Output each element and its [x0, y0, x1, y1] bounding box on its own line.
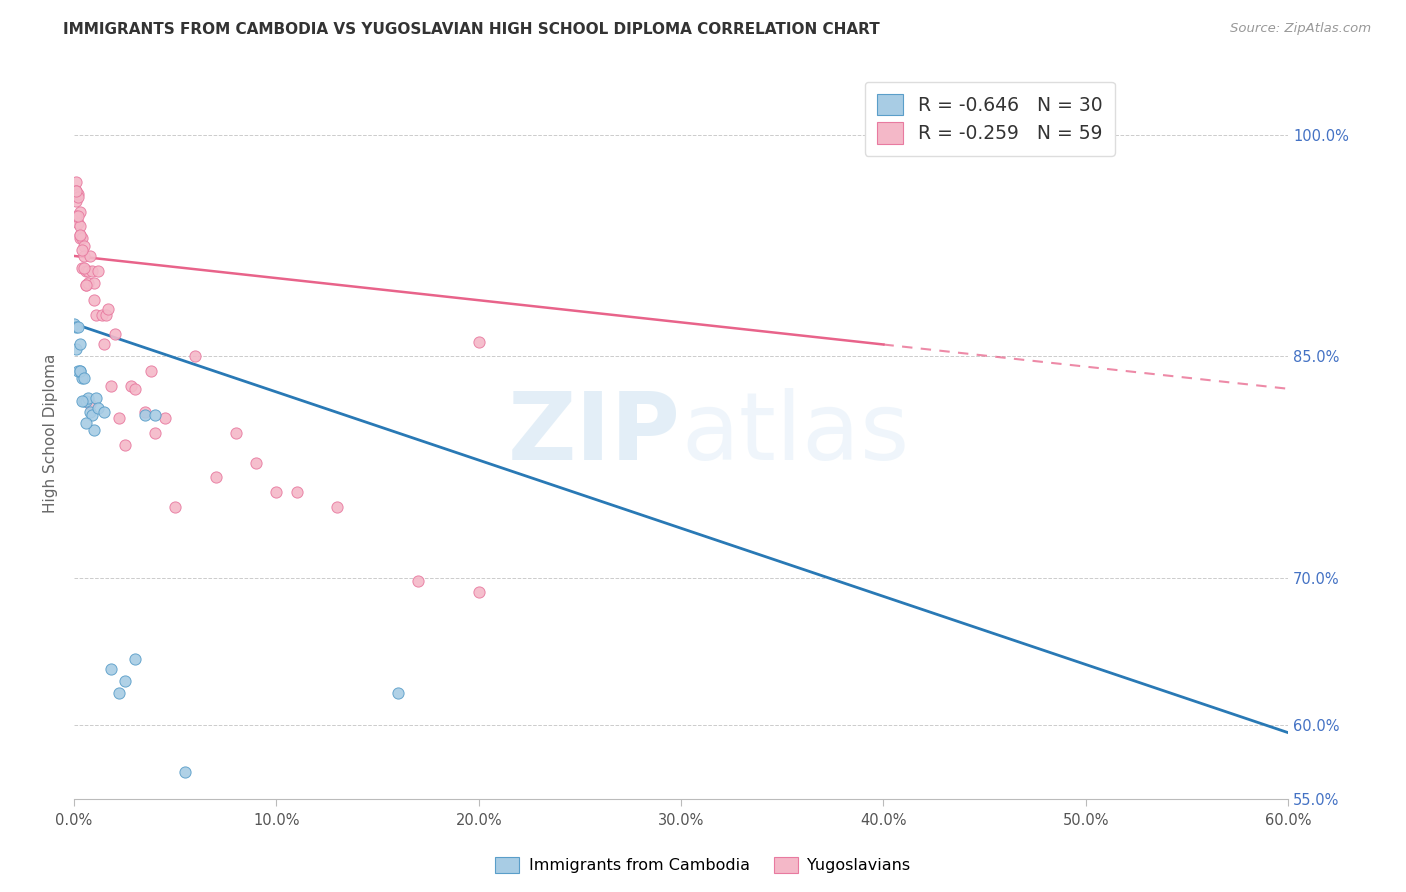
Point [245, 456, 267, 470]
Point [1033, 880, 1056, 892]
Point [75, 263, 97, 277]
Point [107, 686, 129, 700]
Point [73, 393, 96, 408]
Point [134, 405, 156, 419]
Legend: R = -0.646   N = 30, R = -0.259   N = 59: R = -0.646 N = 30, R = -0.259 N = 59 [865, 81, 1115, 156]
Point [75, 393, 97, 408]
Point [184, 349, 207, 363]
Point [77, 263, 100, 277]
Point [73, 371, 96, 385]
Point [100, 662, 122, 676]
Point [387, 686, 409, 700]
Point [93, 405, 115, 419]
Text: IMMIGRANTS FROM CAMBODIA VS YUGOSLAVIAN HIGH SCHOOL DIPLOMA CORRELATION CHART: IMMIGRANTS FROM CAMBODIA VS YUGOSLAVIAN … [63, 22, 880, 37]
Point [120, 379, 142, 393]
Point [65, 184, 87, 198]
Point [87, 263, 110, 277]
Point [73, 260, 96, 275]
Point [67, 186, 90, 201]
Point [67, 319, 90, 334]
Y-axis label: High School Diploma: High School Diploma [44, 354, 58, 514]
Point [204, 470, 226, 484]
Point [91, 308, 114, 322]
Point [468, 585, 491, 599]
Point [114, 438, 136, 452]
Point [82, 263, 104, 277]
Point [63, 317, 86, 331]
Point [124, 382, 146, 396]
Point [65, 175, 87, 189]
Point [65, 319, 87, 334]
Point [79, 405, 101, 419]
Point [65, 194, 87, 209]
Point [73, 249, 96, 263]
Point [67, 209, 90, 223]
Point [73, 238, 96, 252]
Point [174, 765, 197, 780]
Point [70, 243, 93, 257]
Point [143, 409, 166, 423]
Point [69, 219, 91, 234]
Point [83, 423, 105, 437]
Text: atlas: atlas [681, 388, 910, 480]
Point [114, 673, 136, 688]
Point [70, 393, 93, 408]
Point [79, 249, 101, 263]
Point [285, 485, 308, 500]
Point [79, 396, 101, 410]
Legend: Immigrants from Cambodia, Yugoslavians: Immigrants from Cambodia, Yugoslavians [489, 850, 917, 880]
Point [468, 334, 491, 349]
Point [67, 364, 90, 378]
Point [96, 308, 118, 322]
Point [124, 652, 146, 666]
Point [67, 217, 90, 231]
Point [134, 409, 156, 423]
Point [69, 228, 91, 243]
Point [93, 337, 115, 351]
Point [86, 308, 108, 322]
Point [70, 231, 93, 245]
Point [70, 260, 93, 275]
Point [69, 364, 91, 378]
Point [266, 485, 288, 500]
Point [70, 371, 93, 385]
Point [97, 302, 120, 317]
Point [82, 409, 104, 423]
Point [83, 276, 105, 290]
Point [107, 411, 129, 425]
Point [103, 327, 125, 342]
Point [69, 337, 91, 351]
Point [326, 500, 349, 514]
Point [83, 293, 105, 308]
Point [65, 184, 87, 198]
Point [87, 401, 110, 415]
Point [75, 278, 97, 293]
Point [225, 425, 247, 440]
Point [69, 204, 91, 219]
Point [77, 391, 100, 405]
Point [63, 184, 86, 198]
Point [406, 574, 429, 588]
Point [86, 391, 108, 405]
Point [65, 209, 87, 223]
Point [69, 364, 91, 378]
Point [69, 228, 91, 243]
Point [65, 342, 87, 356]
Text: ZIP: ZIP [508, 388, 681, 480]
Point [143, 425, 166, 440]
Point [153, 411, 176, 425]
Point [75, 278, 97, 293]
Point [69, 231, 91, 245]
Point [75, 416, 97, 430]
Point [165, 500, 187, 514]
Text: Source: ZipAtlas.com: Source: ZipAtlas.com [1230, 22, 1371, 36]
Point [63, 186, 86, 201]
Point [100, 379, 122, 393]
Point [77, 276, 100, 290]
Point [67, 190, 90, 204]
Point [139, 364, 162, 378]
